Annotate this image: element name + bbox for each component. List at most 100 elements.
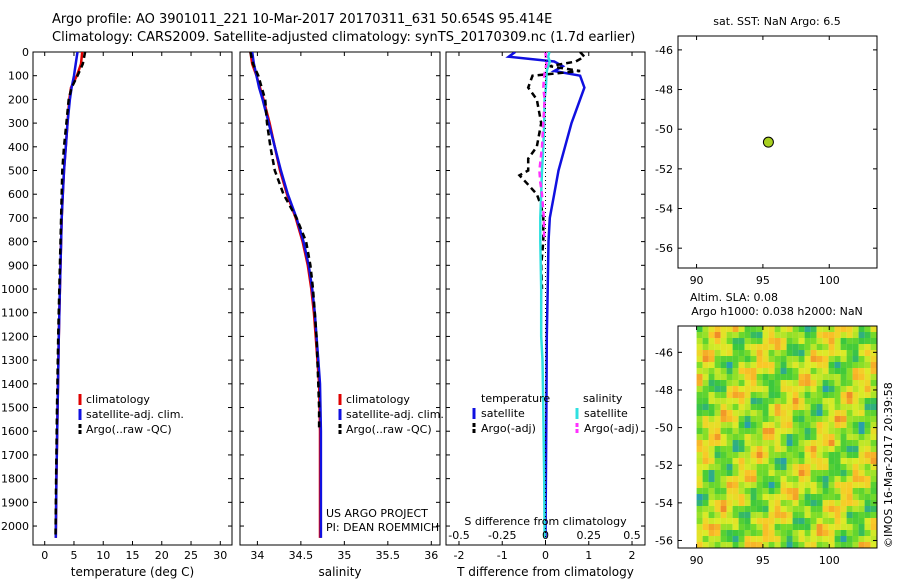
position-map: 90 95 100 -46 -48 -50 -52 -54 -56 — [655, 35, 878, 287]
sla-cell — [834, 410, 841, 416]
sla-cell — [822, 512, 829, 518]
sla-cell — [846, 422, 853, 428]
sla-cell — [822, 398, 829, 404]
sla-cell — [804, 404, 811, 410]
sla-cell — [762, 416, 769, 422]
sla-cell — [708, 494, 715, 500]
sla-cell — [828, 530, 835, 536]
sla-cell — [738, 446, 745, 452]
sla-cell — [774, 488, 781, 494]
sla-cell — [780, 362, 787, 368]
sla-cell — [798, 380, 805, 386]
sla-cell — [756, 368, 763, 374]
sla-cell — [702, 500, 709, 506]
sla-cell — [738, 386, 745, 392]
sla-cell — [792, 386, 799, 392]
sla-cell — [696, 356, 703, 362]
sla-cell — [792, 464, 799, 470]
sla-cell — [732, 404, 739, 410]
sla-cell — [870, 410, 877, 416]
sla-cell — [726, 494, 733, 500]
sla-cell — [828, 464, 835, 470]
sla-cell — [714, 344, 721, 350]
sla-cell — [750, 338, 757, 344]
sla-cell — [720, 470, 727, 476]
sla-cell — [864, 482, 871, 488]
sla-cell — [828, 404, 835, 410]
sla-cell — [810, 440, 817, 446]
sla-cell — [822, 338, 829, 344]
sla-cell — [708, 434, 715, 440]
sla-cell — [786, 470, 793, 476]
sla-cell — [864, 446, 871, 452]
series-line-temperature-argo-adj- — [517, 52, 587, 290]
lat-tick-label: -50 — [655, 422, 673, 435]
sla-cell — [810, 542, 817, 548]
sla-cell — [720, 506, 727, 512]
sla-cell — [810, 350, 817, 356]
sla-cell — [816, 542, 823, 548]
sla-cell — [864, 374, 871, 380]
sla-cell — [756, 440, 763, 446]
lat-tick-label: -54 — [655, 497, 673, 510]
x-tick-label: 35.5 — [376, 549, 401, 562]
sla-cell — [750, 392, 757, 398]
sla-cell — [828, 374, 835, 380]
sla-cell — [744, 452, 751, 458]
sla-cell — [834, 542, 841, 548]
sla-cell — [858, 518, 865, 524]
sla-cell — [720, 350, 727, 356]
sla-cell — [810, 464, 817, 470]
sla-cell — [780, 392, 787, 398]
sla-cell — [816, 410, 823, 416]
sla-cell — [750, 422, 757, 428]
sla-cell — [732, 506, 739, 512]
sla-cell — [852, 464, 859, 470]
sla-cell — [732, 428, 739, 434]
sla-cell — [756, 464, 763, 470]
sla-cell — [792, 524, 799, 530]
x-tick-label: -2 — [453, 549, 464, 562]
sla-cell — [822, 464, 829, 470]
sla-cell — [696, 326, 703, 332]
sla-cell — [810, 380, 817, 386]
sla-cell — [738, 482, 745, 488]
sla-cell — [696, 542, 703, 548]
sla-cell — [858, 464, 865, 470]
sla-cell — [834, 422, 841, 428]
legend-label: climatology — [86, 393, 150, 406]
sla-cell — [786, 368, 793, 374]
sla-cell — [726, 368, 733, 374]
sla-cell — [738, 506, 745, 512]
sla-cell — [762, 518, 769, 524]
sla-cell — [810, 410, 817, 416]
sla-cell — [708, 518, 715, 524]
sla-cell — [858, 488, 865, 494]
sla-cell — [726, 380, 733, 386]
sla-cell — [714, 518, 721, 524]
sla-cell — [846, 512, 853, 518]
sla-cell — [774, 398, 781, 404]
sla-cell — [774, 326, 781, 332]
sla-cell — [780, 398, 787, 404]
sla-cell — [780, 452, 787, 458]
sla-cell — [840, 332, 847, 338]
sla-cell — [810, 332, 817, 338]
sla-cell — [780, 542, 787, 548]
sla-cell — [858, 440, 865, 446]
sla-cell — [762, 410, 769, 416]
sla-cell — [768, 488, 775, 494]
sla-cell — [708, 392, 715, 398]
sla-cell — [810, 530, 817, 536]
sla-cell — [750, 416, 757, 422]
sla-cell — [846, 536, 853, 542]
sla-cell — [822, 422, 829, 428]
sla-cell — [804, 518, 811, 524]
sla-cell — [756, 518, 763, 524]
sla-cell — [822, 386, 829, 392]
sla-cell — [864, 536, 871, 542]
sla-cell — [756, 338, 763, 344]
temperature-xlabel: temperature (deg C) — [71, 565, 194, 579]
sla-cell — [720, 482, 727, 488]
sla-cell — [822, 362, 829, 368]
